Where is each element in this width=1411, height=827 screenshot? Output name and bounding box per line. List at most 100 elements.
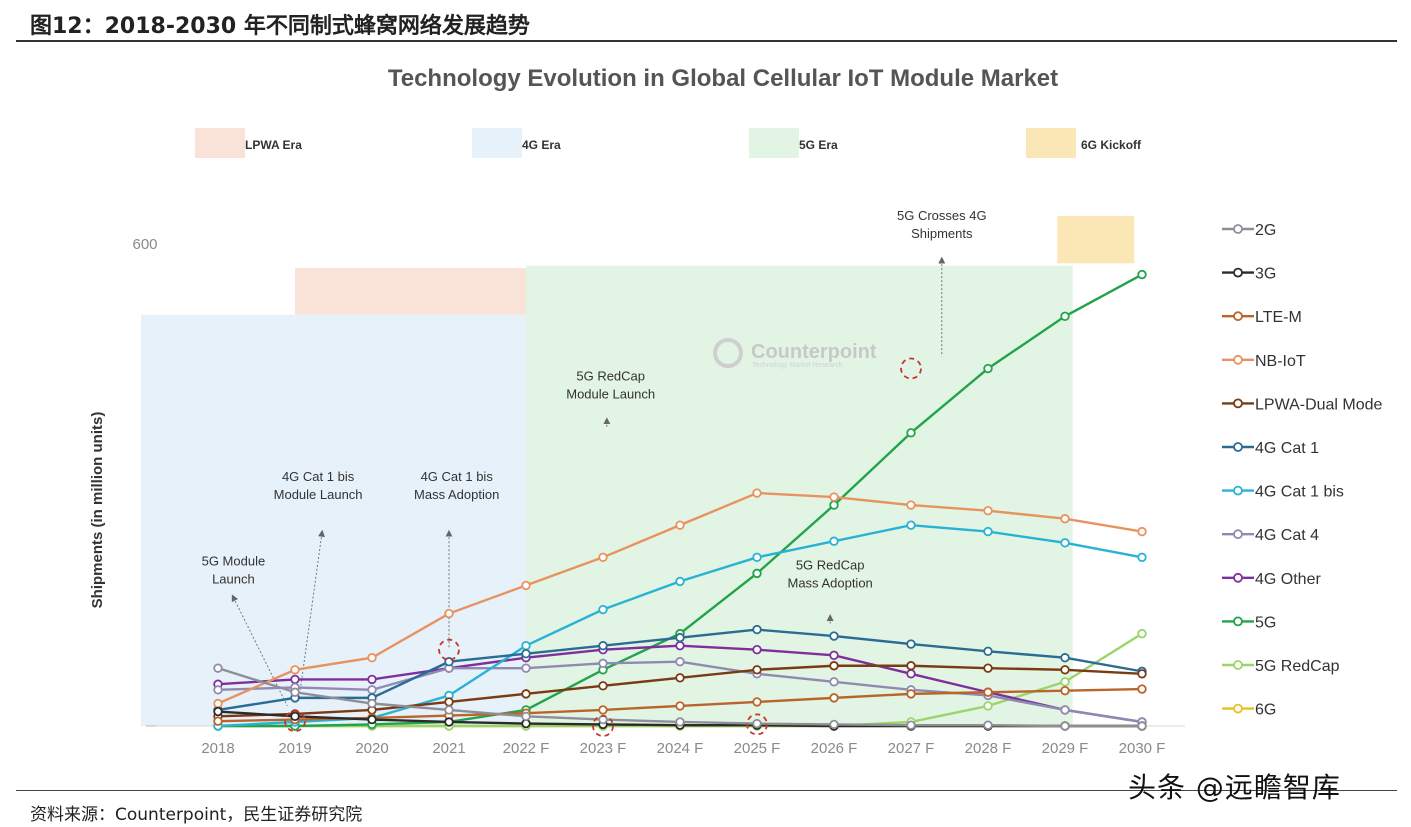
legend-label: 6G xyxy=(1255,702,1276,719)
y-axis-label: Shipments (in million units) xyxy=(89,412,106,609)
point-4g-cat-1-bis xyxy=(1060,538,1070,548)
era-legend-swatch-5g-era xyxy=(749,128,799,158)
legend-item-4g-cat-4: 4G Cat 4 xyxy=(1222,527,1319,544)
era-legend-swatch-lpwa-era xyxy=(195,128,245,158)
legend-item-lte-m: LTE-M xyxy=(1222,309,1302,326)
point-5g-redcap xyxy=(983,701,993,711)
legend-marker xyxy=(1233,485,1243,496)
point-4g-other xyxy=(906,669,916,679)
point-nb-iot xyxy=(1137,526,1147,537)
series-lines xyxy=(213,269,1147,731)
x-axis: 2018 2019 2020 2021 2022 F 2023 F 2024 F 2025 F… xyxy=(201,740,1165,757)
annotations: 5G Module Launch 4G Cat 1 bis Module Launch… xyxy=(202,208,987,707)
annotation-text: 5G RedCap xyxy=(576,369,645,384)
point-4g-other xyxy=(675,640,685,651)
series-2g xyxy=(213,663,1147,731)
x-tick-label: 2027 F xyxy=(888,740,935,757)
point-nb-iot xyxy=(444,608,454,619)
point-lpwa-dual-mode xyxy=(521,689,531,699)
legend-label: 4G Cat 1 xyxy=(1255,440,1319,457)
chart-title: Technology Evolution in Global Cellular … xyxy=(388,65,1058,92)
y-tick-label: 600 xyxy=(132,236,157,253)
annotation-text: 5G Crosses 4G xyxy=(897,208,987,223)
annotation-arrow xyxy=(298,529,325,701)
point-5g-redcap xyxy=(1060,677,1070,687)
point-lte-m xyxy=(829,693,839,703)
era-legend-label-lpwa-era: LPWA Era xyxy=(245,138,302,152)
legend-item-6g: 6G xyxy=(1222,702,1276,719)
y-axis: 600 xyxy=(132,236,158,727)
annotation-text: Module Launch xyxy=(566,387,655,402)
counterpoint-logo-icon xyxy=(713,338,743,368)
annotation-text: Mass Adoption xyxy=(788,575,873,590)
point-lpwa-dual-mode xyxy=(1060,665,1070,675)
annotation-text: 4G Cat 1 bis xyxy=(282,469,355,484)
point-2g xyxy=(290,687,300,697)
point-2g xyxy=(1137,721,1147,731)
legend-item-5g: 5G xyxy=(1222,614,1276,631)
point-lpwa-dual-mode xyxy=(983,663,993,673)
point-lpwa-dual-mode xyxy=(829,661,839,671)
era-legend-label-6g-kickoff: 6G Kickoff xyxy=(1081,138,1142,152)
watermark: 头条 @远瞻智库 xyxy=(1128,771,1341,804)
legend-label: NB-IoT xyxy=(1255,353,1306,370)
point-5g xyxy=(1137,269,1147,280)
point-nb-iot xyxy=(290,665,300,675)
point-2g xyxy=(213,663,223,673)
point-2g xyxy=(906,720,916,730)
figure-caption: 图12：2018-2030 年不同制式蜂窝网络发展趋势 xyxy=(30,14,530,39)
point-2g xyxy=(752,718,762,729)
top-rule xyxy=(16,40,1397,42)
era-legend-label-4g-era: 4G Era xyxy=(522,138,561,152)
legend-marker xyxy=(1233,354,1243,365)
point-3g xyxy=(290,711,300,722)
point-lpwa-dual-mode xyxy=(598,681,608,691)
point-nb-iot xyxy=(367,653,377,663)
point-2g xyxy=(675,717,685,727)
legend-item-3g: 3G xyxy=(1222,266,1276,283)
legend-label: 5G xyxy=(1255,614,1276,631)
point-4g-cat-1-bis xyxy=(675,576,685,587)
x-tick-label: 2024 F xyxy=(657,740,704,757)
point-nb-iot xyxy=(829,492,839,502)
point-4g-cat-4 xyxy=(829,677,839,687)
legend-label: 4G Other xyxy=(1255,571,1321,588)
series-nb-iot xyxy=(213,488,1147,709)
point-4g-cat-1-bis xyxy=(521,640,531,651)
highlight-marker xyxy=(900,357,922,380)
point-2g xyxy=(983,720,993,730)
legend-item-lpwa-dual-mode: LPWA-Dual Mode xyxy=(1222,396,1383,413)
point-lte-m xyxy=(598,705,608,715)
point-lte-m xyxy=(906,689,916,699)
legend-marker xyxy=(1233,311,1243,322)
point-lpwa-dual-mode xyxy=(1137,669,1147,679)
legend-marker xyxy=(1233,660,1243,670)
annotation-text: Launch xyxy=(212,571,255,586)
point-lpwa-dual-mode xyxy=(906,661,916,671)
x-tick-label: 2022 F xyxy=(503,740,550,757)
point-lte-m xyxy=(1137,684,1147,694)
x-tick-label: 2023 F xyxy=(580,740,627,757)
x-tick-label: 2029 F xyxy=(1042,740,1089,757)
point-lte-m xyxy=(213,716,223,726)
legend-label: 4G Cat 1 bis xyxy=(1255,484,1344,501)
legend-item-4g-cat-1: 4G Cat 1 xyxy=(1222,440,1319,457)
highlight-marker xyxy=(592,715,614,737)
era-legend: LPWA Era 4G Era 5G Era 6G Kickoff xyxy=(195,128,1142,158)
point-4g-other xyxy=(290,674,300,685)
point-3g xyxy=(444,717,454,727)
legend-marker xyxy=(1233,703,1243,714)
legend-item-nb-iot: NB-IoT xyxy=(1222,353,1306,370)
point-lpwa-dual-mode xyxy=(444,697,454,707)
point-4g-cat-1-bis xyxy=(983,526,993,537)
highlight-marker xyxy=(746,713,768,736)
point-4g-cat-4 xyxy=(1060,705,1070,715)
point-nb-iot xyxy=(1060,514,1070,524)
annotation-4g-cat-1-bis-module-launch: 4G Cat 1 bis Module Launch xyxy=(274,469,363,701)
x-tick-label: 2026 F xyxy=(811,740,858,757)
legend-marker xyxy=(1233,224,1243,234)
annotation-5g-redcap-mass-adoption: 5G RedCap Mass Adoption xyxy=(788,557,873,626)
point-4g-cat-1-bis xyxy=(598,604,608,615)
legend-label: LPWA-Dual Mode xyxy=(1255,396,1383,413)
